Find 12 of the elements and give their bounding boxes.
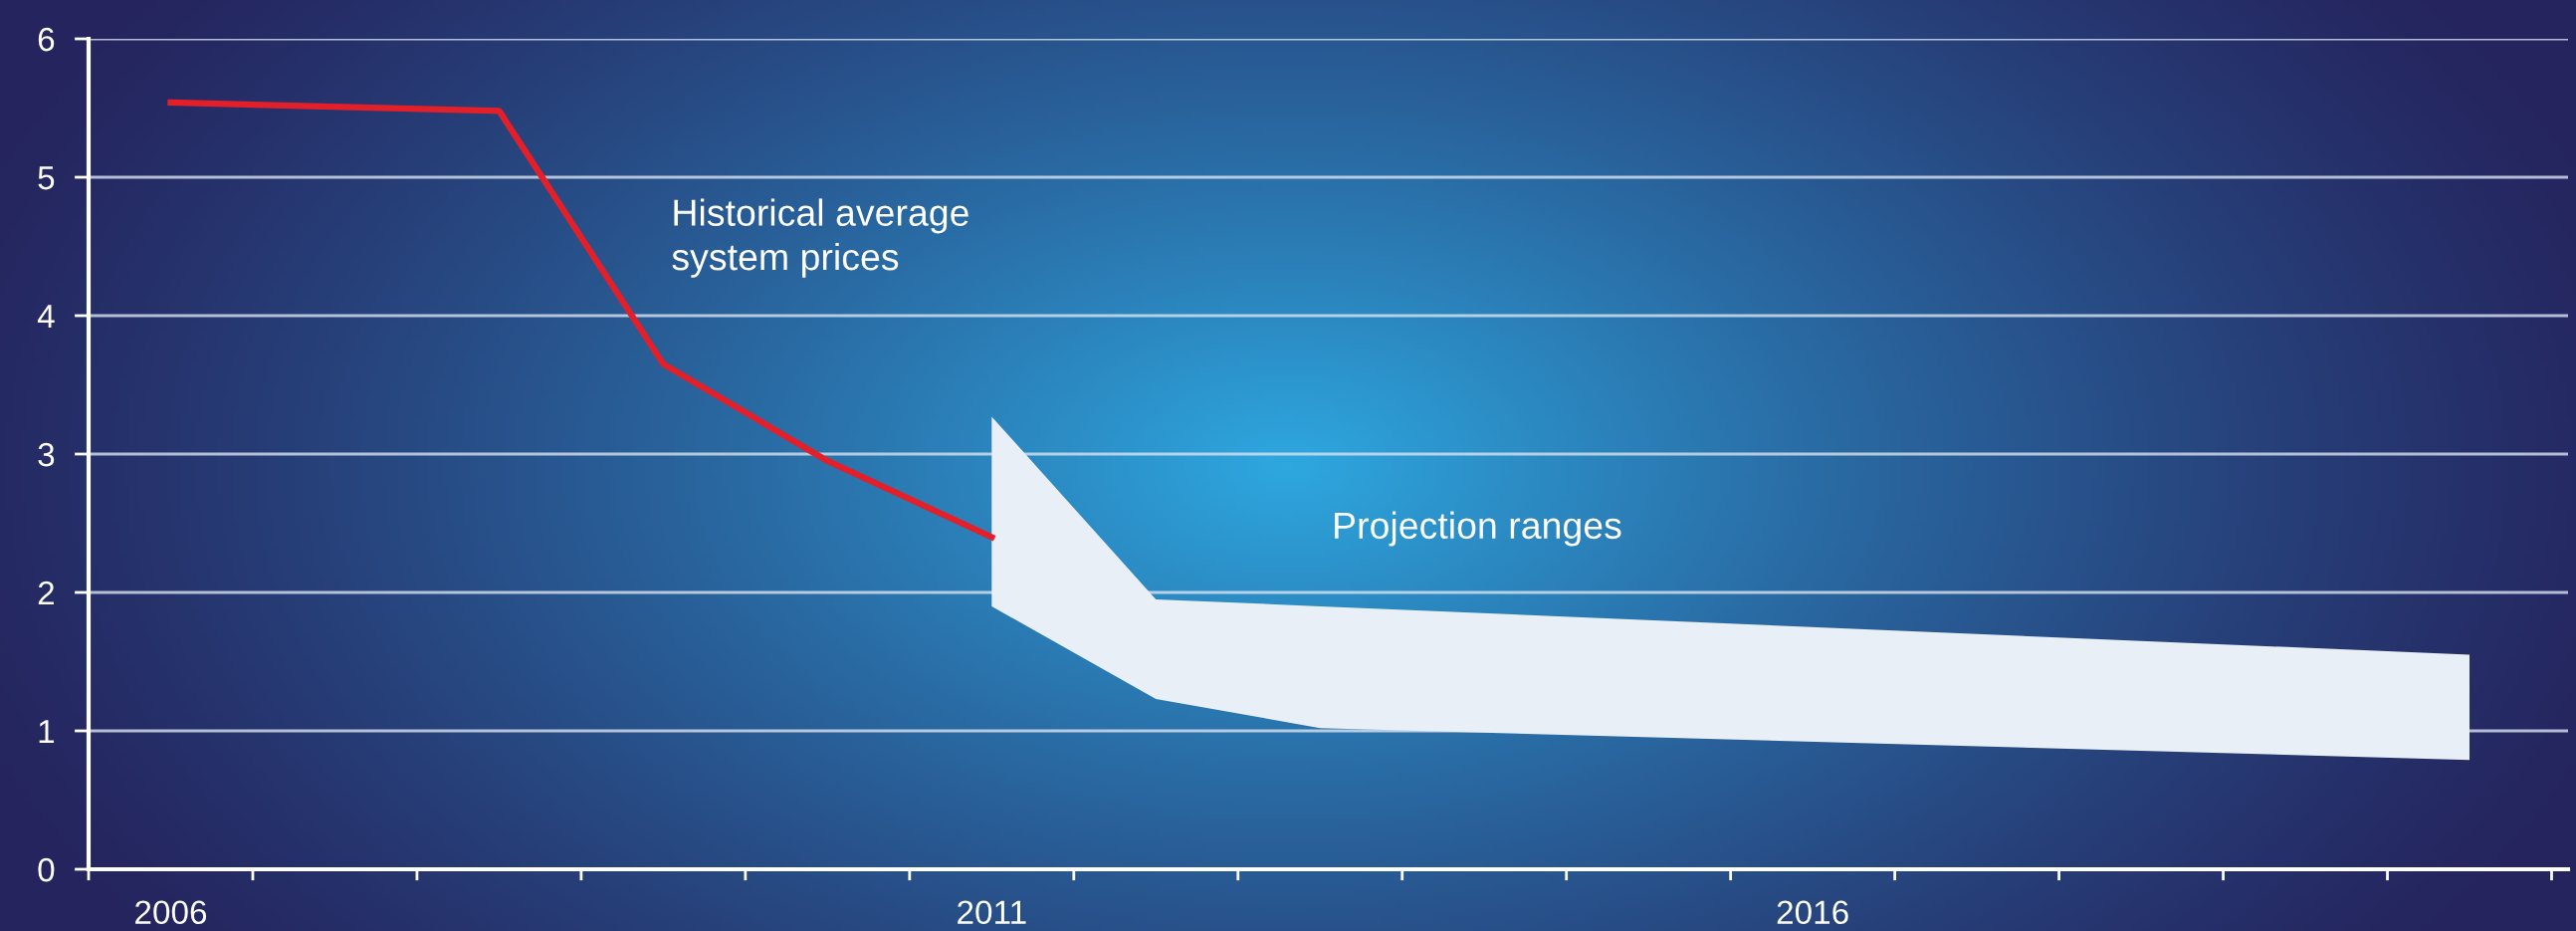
y-tick-label: 1 (39, 720, 55, 744)
x-tick-label: 2006 (135, 900, 207, 925)
series-label: Historical average system prices (672, 198, 968, 278)
y-tick-label: 0 (38, 857, 55, 882)
y-tick-label: 2 (38, 581, 54, 605)
x-tick-label: 2016 (1777, 900, 1848, 925)
y-tick-label: 5 (38, 166, 55, 190)
x-tick-label: 2011 (958, 900, 1026, 925)
y-tick-label: 4 (37, 305, 55, 329)
legend-label: Projection ranges (1335, 511, 1621, 547)
y-tick-label: 6 (38, 27, 55, 52)
y-tick-label: 3 (38, 442, 55, 467)
